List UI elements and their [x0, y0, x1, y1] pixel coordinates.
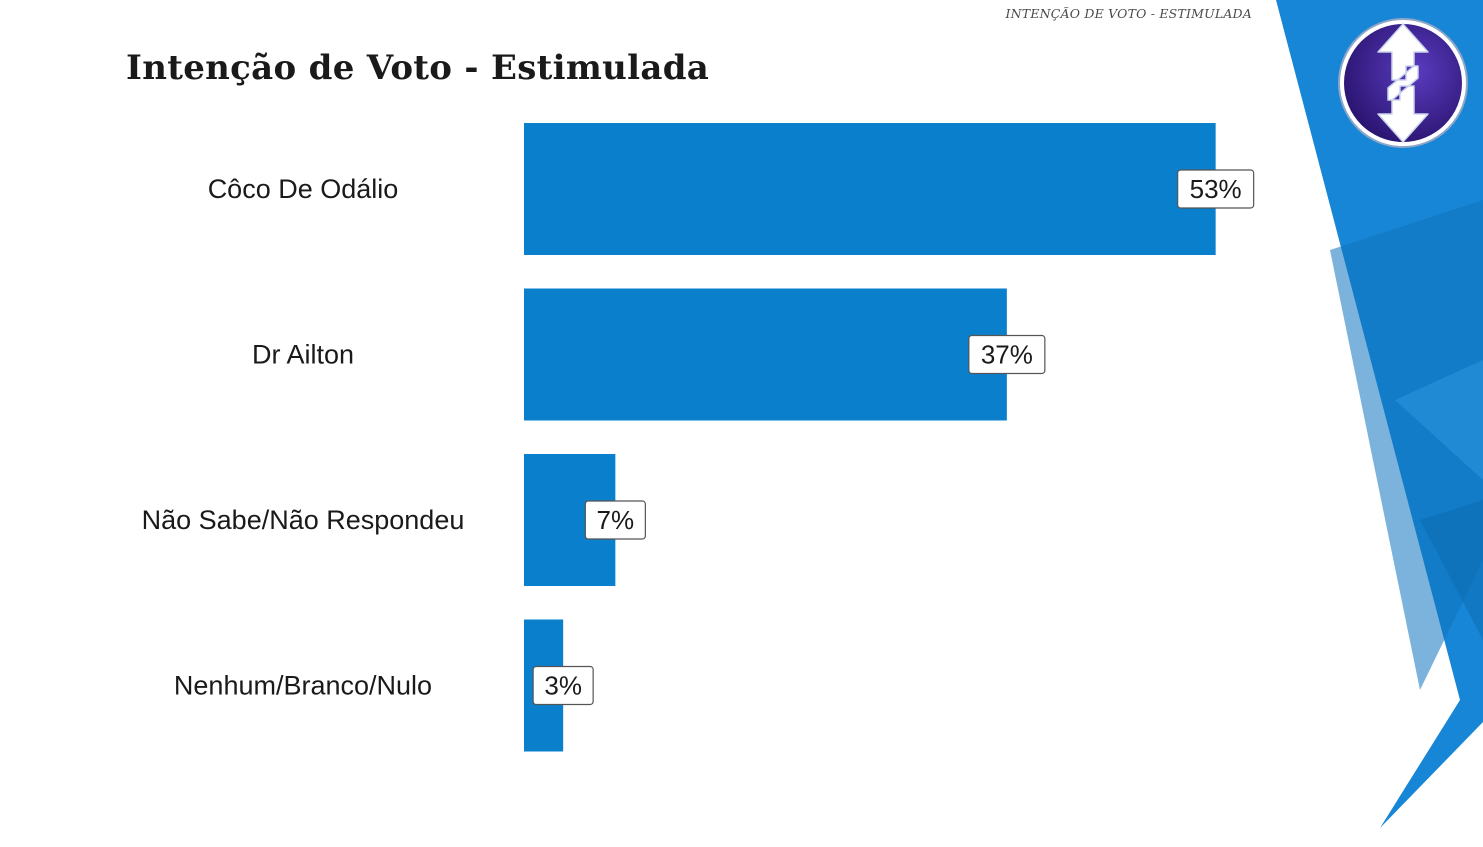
accent-band-facet: [1395, 360, 1483, 480]
value-label-box: [1177, 169, 1255, 209]
value-label-box: [968, 334, 1046, 375]
bar: [524, 288, 1007, 421]
value-label: 53%: [1190, 174, 1242, 204]
value-label-box: [532, 665, 594, 706]
category-label: Dr Ailton: [252, 340, 354, 370]
value-label: 7%: [597, 505, 635, 535]
bar: [524, 123, 1216, 255]
accent-band-shade: [1330, 200, 1483, 690]
value-label: 37%: [981, 340, 1033, 370]
category-label: Nenhum/Branco/Nulo: [174, 671, 432, 701]
double-arrow-s-logo-icon: [1338, 18, 1468, 148]
category-label: Não Sabe/Não Respondeu: [142, 505, 465, 535]
accent-band: [1276, 0, 1483, 828]
value-label: 3%: [544, 671, 582, 701]
value-label-box: [584, 500, 646, 540]
chart-title: Intenção de Voto - Estimulada: [126, 48, 710, 88]
section-tag: INTENÇÃO DE VOTO - ESTIMULADA: [1005, 6, 1252, 21]
category-label: Côco De Odálio: [208, 174, 399, 204]
accent-band-facet: [1420, 500, 1483, 640]
